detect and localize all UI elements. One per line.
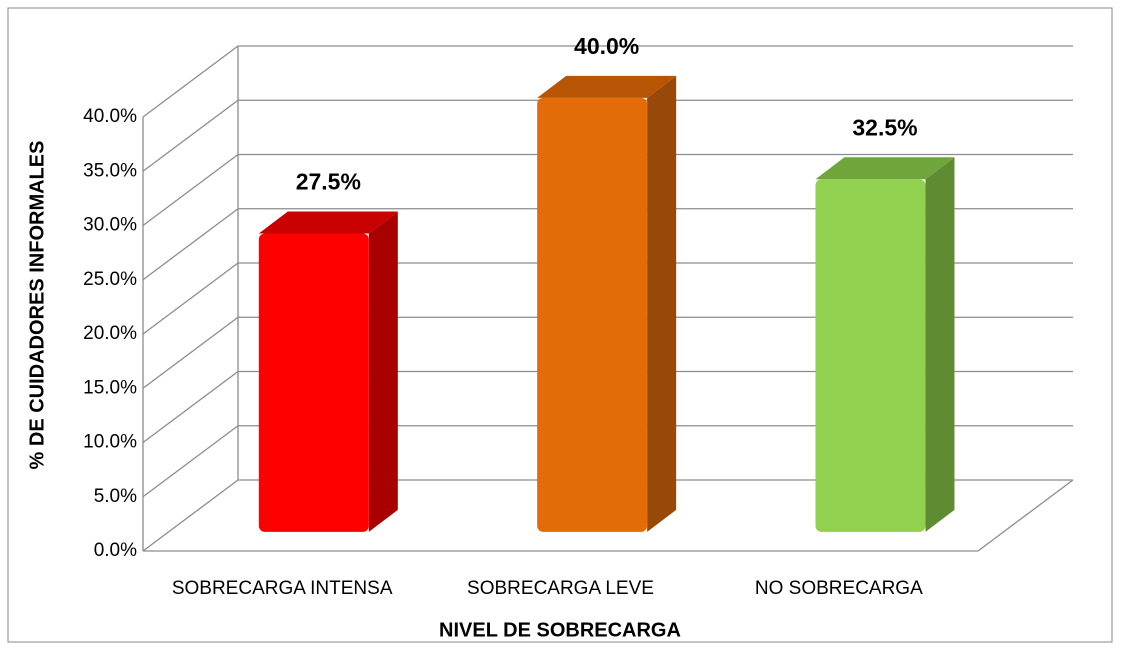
y-tick-label: 5.0% [94, 486, 137, 507]
y-tick-label: 0.0% [94, 540, 137, 561]
bar-side [925, 157, 955, 532]
bar [258, 233, 369, 532]
bar-side [647, 75, 677, 532]
x-tick-label: SOBRECARGA LEVE [467, 578, 654, 599]
bar [815, 179, 926, 532]
y-axis-title: % DE CUIDADORES INFORMALES [26, 141, 48, 470]
grid-line [142, 425, 1073, 498]
x-tick-label: NO SOBRECARGA [755, 578, 923, 599]
grid-line [142, 370, 1073, 444]
y-tick-label: 30.0% [83, 215, 137, 236]
grid-line [142, 208, 1073, 281]
grid-line [142, 99, 1073, 172]
y-tick-label: 10.0% [83, 432, 137, 453]
bar [537, 97, 648, 532]
bar-top [815, 157, 955, 180]
y-tick-label: 35.0% [83, 160, 137, 181]
floor [143, 479, 1074, 552]
grid-line [142, 262, 1073, 335]
x-tick-label: SOBRECARGA INTENSA [172, 578, 393, 599]
grid-line [142, 479, 1073, 552]
grid-line [142, 153, 1073, 227]
y-tick-label: 25.0% [83, 269, 137, 290]
bar-side [368, 211, 398, 532]
y-tick-label: 20.0% [83, 323, 137, 344]
y-tick-label: 15.0% [83, 377, 137, 398]
bar-top [258, 211, 398, 234]
grid-line [142, 45, 1073, 118]
bar-top [537, 75, 677, 98]
y-tick-label: 40.0% [83, 106, 137, 127]
data-label: 32.5% [852, 114, 917, 140]
x-axis-title: NIVEL DE SOBRECARGA [439, 619, 681, 641]
data-label: 40.0% [574, 33, 639, 59]
grid-line [142, 316, 1073, 389]
data-label: 27.5% [296, 169, 361, 195]
